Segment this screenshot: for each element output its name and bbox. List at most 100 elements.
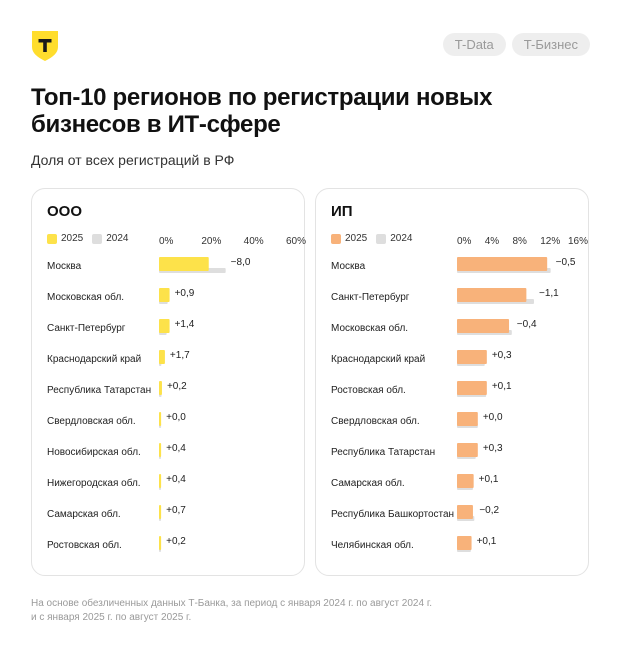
panel-ip: ИП 2025 2024 0% 4% 8% 12% 16% Москва −0,5 Санкт… xyxy=(315,188,589,576)
bar-2025-самарская-обл xyxy=(159,505,162,519)
bar-2025-москва xyxy=(159,257,209,271)
legend-item-2025: 2025 xyxy=(331,233,367,244)
header-tags: T-Data T-Бизнес xyxy=(442,33,590,56)
t-bank-logo xyxy=(32,31,58,61)
legend-swatch-2024 xyxy=(92,233,103,244)
bar-2025-челябинская-обл xyxy=(457,536,472,550)
bar-2025-московская-обл xyxy=(159,288,170,302)
tag-t-business: T-Бизнес xyxy=(511,33,590,56)
category-label-ростовская-обл: Ростовская обл. xyxy=(47,539,122,551)
legend-swatch-2025 xyxy=(331,233,341,244)
bar-2025-новосибирская-обл xyxy=(159,443,162,457)
x-tick-label: 40% xyxy=(244,236,264,247)
footnote-line-2: и с января 2025 г. по август 2025 г. xyxy=(31,612,192,623)
category-label-новосибирская-обл: Новосибирская обл. xyxy=(47,446,141,458)
panel-ooo: ООО 2025 2024 0% 20% 40% 60% Москва −8,0 Моско… xyxy=(31,188,306,576)
bar-2025-республика-татарстан xyxy=(159,381,162,395)
x-tick-label: 0% xyxy=(159,236,174,247)
panel-title-ooo: ООО xyxy=(47,203,83,220)
bar-2025-московская-обл xyxy=(457,319,510,333)
bar-2025-республика-башкортостан xyxy=(457,505,473,519)
category-label-московская-обл: Московская обл. xyxy=(331,322,408,334)
category-label-челябинская-обл: Челябинская обл. xyxy=(331,539,414,551)
change-label-санкт-петербург: −1,1 xyxy=(539,288,559,299)
legend-ip: 2025 2024 xyxy=(331,233,422,244)
legend-item-2025: 2025 xyxy=(47,233,83,244)
category-label-республика-татарстан: Республика Татарстан xyxy=(47,384,151,396)
category-label-нижегородская-обл: Нижегородская обл. xyxy=(47,477,141,489)
bar-2025-краснодарский-край xyxy=(457,350,487,364)
x-tick-label: 60% xyxy=(286,236,306,247)
change-label-московская-обл: −0,4 xyxy=(517,319,537,330)
change-label-свердловская-обл: +0,0 xyxy=(166,412,186,423)
page-title-line-2: бизнесов в ИТ-сфере xyxy=(31,111,281,138)
change-label-краснодарский-край: +0,3 xyxy=(492,350,512,361)
page-title-line-1: Топ-10 регионов по регистрации новых xyxy=(31,84,493,111)
category-label-свердловская-обл: Свердловская обл. xyxy=(331,415,420,427)
x-tick-label: 16% xyxy=(568,236,588,247)
change-label-самарская-обл: +0,1 xyxy=(479,474,499,485)
change-label-свердловская-обл: +0,0 xyxy=(483,412,503,423)
x-tick-label: 12% xyxy=(540,236,560,247)
legend-label-2024: 2024 xyxy=(106,233,129,244)
change-label-московская-обл: +0,9 xyxy=(175,288,195,299)
change-label-республика-татарстан: +0,2 xyxy=(167,381,187,392)
tag-t-data: T-Data xyxy=(442,33,506,56)
change-label-нижегородская-обл: +0,4 xyxy=(166,474,186,485)
bar-2025-ростовская-обл xyxy=(159,536,162,550)
legend-label-2025: 2025 xyxy=(61,233,84,244)
category-label-свердловская-обл: Свердловская обл. xyxy=(47,415,136,427)
bar-2025-свердловская-обл xyxy=(457,412,478,426)
panel-title-ip: ИП xyxy=(331,203,353,220)
legend-item-2024: 2024 xyxy=(376,233,413,244)
category-label-самарская-обл: Самарская обл. xyxy=(331,477,405,489)
bar-2025-москва xyxy=(457,257,548,271)
change-label-краснодарский-край: +1,7 xyxy=(170,350,190,361)
legend-label-2025: 2025 xyxy=(345,233,368,244)
change-label-санкт-петербург: +1,4 xyxy=(175,319,195,330)
legend-item-2024: 2024 xyxy=(92,233,129,244)
bar-2025-самарская-обл xyxy=(457,474,474,488)
category-label-краснодарский-край: Краснодарский край xyxy=(47,354,141,365)
category-label-краснодарский-край: Краснодарский край xyxy=(331,354,425,365)
change-label-москва: −8,0 xyxy=(231,257,251,268)
bar-chart-ooo: 0% 20% 40% 60% Москва −8,0 Московская обл. +0,9… xyxy=(47,236,306,552)
bar-2025-республика-татарстан xyxy=(457,443,478,457)
bar-chart-ip: 0% 4% 8% 12% 16% Москва −0,5 Санкт-Петербург −1,… xyxy=(331,236,588,552)
x-tick-label: 8% xyxy=(513,236,528,247)
x-tick-label: 0% xyxy=(457,236,472,247)
bar-2025-ростовская-обл xyxy=(457,381,487,395)
change-label-республика-башкортостан: −0,2 xyxy=(479,505,499,516)
legend-label-2024: 2024 xyxy=(390,233,413,244)
category-label-москва: Москва xyxy=(331,261,366,272)
page-subtitle: Доля от всех регистраций в РФ xyxy=(31,152,235,168)
category-label-санкт-петербург: Санкт-Петербург xyxy=(331,291,410,303)
bar-2025-санкт-петербург xyxy=(159,319,170,333)
bar-2025-нижегородская-обл xyxy=(159,474,162,488)
category-label-московская-обл: Московская обл. xyxy=(47,291,124,303)
change-label-ростовская-обл: +0,2 xyxy=(166,536,186,547)
change-label-челябинская-обл: +0,1 xyxy=(477,536,497,547)
bar-2025-свердловская-обл xyxy=(159,412,162,426)
bar-2025-краснодарский-край xyxy=(159,350,165,364)
change-label-республика-татарстан: +0,3 xyxy=(483,443,503,454)
footnote-line-1: На основе обезличенных данных Т-Банка, з… xyxy=(31,598,433,609)
change-label-москва: −0,5 xyxy=(556,257,576,268)
x-tick-label: 20% xyxy=(201,236,221,247)
legend-swatch-2024 xyxy=(376,233,387,244)
category-label-республика-татарстан: Республика Татарстан xyxy=(331,446,435,458)
bar-2025-санкт-петербург xyxy=(457,288,527,302)
change-label-новосибирская-обл: +0,4 xyxy=(166,443,186,454)
category-label-москва: Москва xyxy=(47,261,82,272)
page-title: Топ-10 регионов по регистрации новых биз… xyxy=(31,84,551,138)
category-label-республика-башкортостан: Республика Башкортостан xyxy=(331,508,454,520)
footnote: На основе обезличенных данных Т-Банка, з… xyxy=(31,597,432,625)
category-label-ростовская-обл: Ростовская обл. xyxy=(331,384,406,396)
legend-swatch-2025 xyxy=(47,233,57,244)
category-label-санкт-петербург: Санкт-Петербург xyxy=(47,322,126,334)
change-label-ростовская-обл: +0,1 xyxy=(492,381,512,392)
legend-ooo: 2025 2024 xyxy=(47,233,138,244)
change-label-самарская-обл: +0,7 xyxy=(166,505,186,516)
x-tick-label: 4% xyxy=(485,236,500,247)
category-label-самарская-обл: Самарская обл. xyxy=(47,508,121,520)
